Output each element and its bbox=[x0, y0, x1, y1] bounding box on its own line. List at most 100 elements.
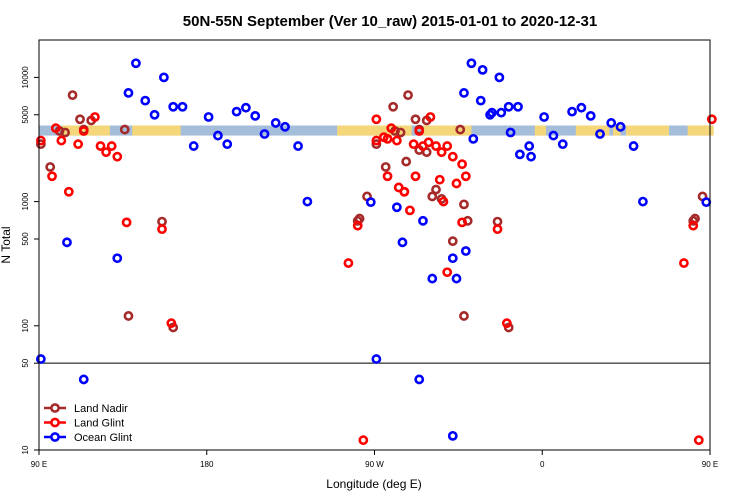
point-land-glint bbox=[90, 112, 100, 122]
point-ocean-glint bbox=[35, 354, 46, 364]
point-ocean-glint bbox=[203, 112, 214, 122]
point-land-glint bbox=[447, 151, 458, 162]
y-tick-label: 1000 bbox=[21, 192, 30, 210]
point-land-nadir bbox=[380, 162, 391, 172]
x-tick-label: 180 bbox=[200, 460, 214, 469]
legend-marker bbox=[50, 417, 60, 428]
point-ocean-glint bbox=[293, 141, 303, 151]
point-land-glint bbox=[386, 123, 397, 134]
point-land-glint bbox=[706, 114, 717, 125]
band-land bbox=[132, 125, 181, 136]
point-land-glint bbox=[425, 112, 436, 122]
point-land-glint bbox=[460, 171, 471, 182]
y-tick-label: 10 bbox=[21, 445, 30, 454]
point-ocean-glint bbox=[503, 101, 514, 112]
point-land-glint bbox=[442, 141, 453, 151]
point-ocean-glint bbox=[112, 253, 123, 264]
point-land-glint bbox=[47, 171, 57, 182]
point-ocean-glint bbox=[539, 112, 550, 122]
point-ocean-glint bbox=[557, 139, 568, 150]
point-land-glint bbox=[434, 174, 445, 185]
point-ocean-glint bbox=[487, 107, 497, 118]
point-land-glint bbox=[457, 217, 468, 228]
point-ocean-glint bbox=[526, 151, 536, 162]
point-ocean-glint bbox=[418, 215, 428, 226]
point-ocean-glint bbox=[213, 130, 223, 141]
point-ocean-glint bbox=[240, 102, 251, 113]
point-ocean-glint bbox=[451, 273, 462, 284]
point-ocean-glint bbox=[615, 121, 626, 132]
point-land-glint bbox=[451, 178, 462, 189]
point-ocean-glint bbox=[628, 141, 639, 151]
point-ocean-glint bbox=[302, 196, 313, 207]
point-ocean-glint bbox=[62, 237, 72, 248]
point-land-glint bbox=[436, 147, 447, 158]
point-ocean-glint bbox=[280, 121, 290, 132]
point-ocean-glint bbox=[459, 88, 469, 98]
point-ocean-glint bbox=[496, 107, 507, 118]
point-land-nadir bbox=[45, 162, 56, 172]
point-land-glint bbox=[56, 135, 67, 146]
point-land-glint bbox=[679, 258, 689, 268]
point-land-glint bbox=[95, 141, 106, 151]
point-ocean-glint bbox=[567, 106, 577, 117]
point-land-glint bbox=[63, 186, 74, 197]
point-land-glint bbox=[391, 135, 402, 146]
point-ocean-glint bbox=[606, 118, 617, 128]
point-land-nadir bbox=[431, 184, 441, 195]
y-axis-label: N Total bbox=[0, 226, 13, 263]
x-axis-label: Longitude (deg E) bbox=[326, 477, 421, 491]
point-land-nadir bbox=[60, 127, 70, 138]
point-land-glint bbox=[423, 137, 434, 148]
band-land bbox=[337, 125, 412, 136]
point-ocean-glint bbox=[270, 118, 281, 128]
point-land-glint bbox=[78, 126, 89, 136]
point-ocean-glint bbox=[222, 139, 233, 150]
point-ocean-glint bbox=[131, 58, 141, 69]
point-land-nadir bbox=[401, 156, 412, 167]
point-land-glint bbox=[457, 159, 468, 170]
point-ocean-glint bbox=[475, 95, 486, 106]
point-ocean-glint bbox=[494, 72, 505, 83]
data-points bbox=[35, 58, 717, 446]
point-ocean-glint bbox=[123, 88, 134, 98]
point-ocean-glint bbox=[140, 95, 151, 106]
point-ocean-glint bbox=[427, 273, 438, 284]
point-land-glint bbox=[352, 220, 363, 231]
point-land-glint bbox=[358, 435, 369, 446]
point-ocean-glint bbox=[250, 110, 261, 121]
point-land-glint bbox=[166, 318, 177, 329]
point-ocean-glint bbox=[466, 58, 477, 69]
legend-label: Land Nadir bbox=[74, 403, 128, 415]
point-ocean-glint bbox=[447, 430, 458, 441]
point-land-glint bbox=[492, 224, 503, 235]
point-land-glint bbox=[431, 141, 441, 151]
legend-marker bbox=[50, 432, 60, 442]
y-tick-label: 50 bbox=[21, 358, 30, 367]
point-ocean-glint bbox=[513, 101, 523, 112]
y-tick-label: 5000 bbox=[21, 105, 30, 123]
point-ocean-glint bbox=[524, 141, 535, 151]
point-land-glint bbox=[112, 151, 123, 162]
point-ocean-glint bbox=[548, 130, 559, 141]
point-ocean-glint bbox=[477, 64, 488, 75]
point-ocean-glint bbox=[595, 129, 605, 139]
point-ocean-glint bbox=[585, 110, 596, 121]
point-land-nadir bbox=[427, 191, 438, 202]
point-land-glint bbox=[382, 133, 393, 144]
point-land-glint bbox=[121, 217, 132, 228]
band-land bbox=[61, 125, 110, 136]
legend-marker bbox=[50, 403, 60, 413]
point-land-glint bbox=[410, 171, 421, 182]
y-tick-label: 500 bbox=[21, 232, 30, 246]
point-land-glint bbox=[73, 139, 84, 150]
point-land-nadir bbox=[455, 124, 466, 135]
point-ocean-glint bbox=[149, 109, 160, 120]
point-land-glint bbox=[371, 135, 382, 146]
legend-label: Land Glint bbox=[74, 418, 124, 430]
point-ocean-glint bbox=[158, 72, 169, 83]
point-ocean-glint bbox=[701, 197, 712, 208]
point-land-glint bbox=[50, 123, 61, 134]
point-land-glint bbox=[35, 135, 46, 146]
